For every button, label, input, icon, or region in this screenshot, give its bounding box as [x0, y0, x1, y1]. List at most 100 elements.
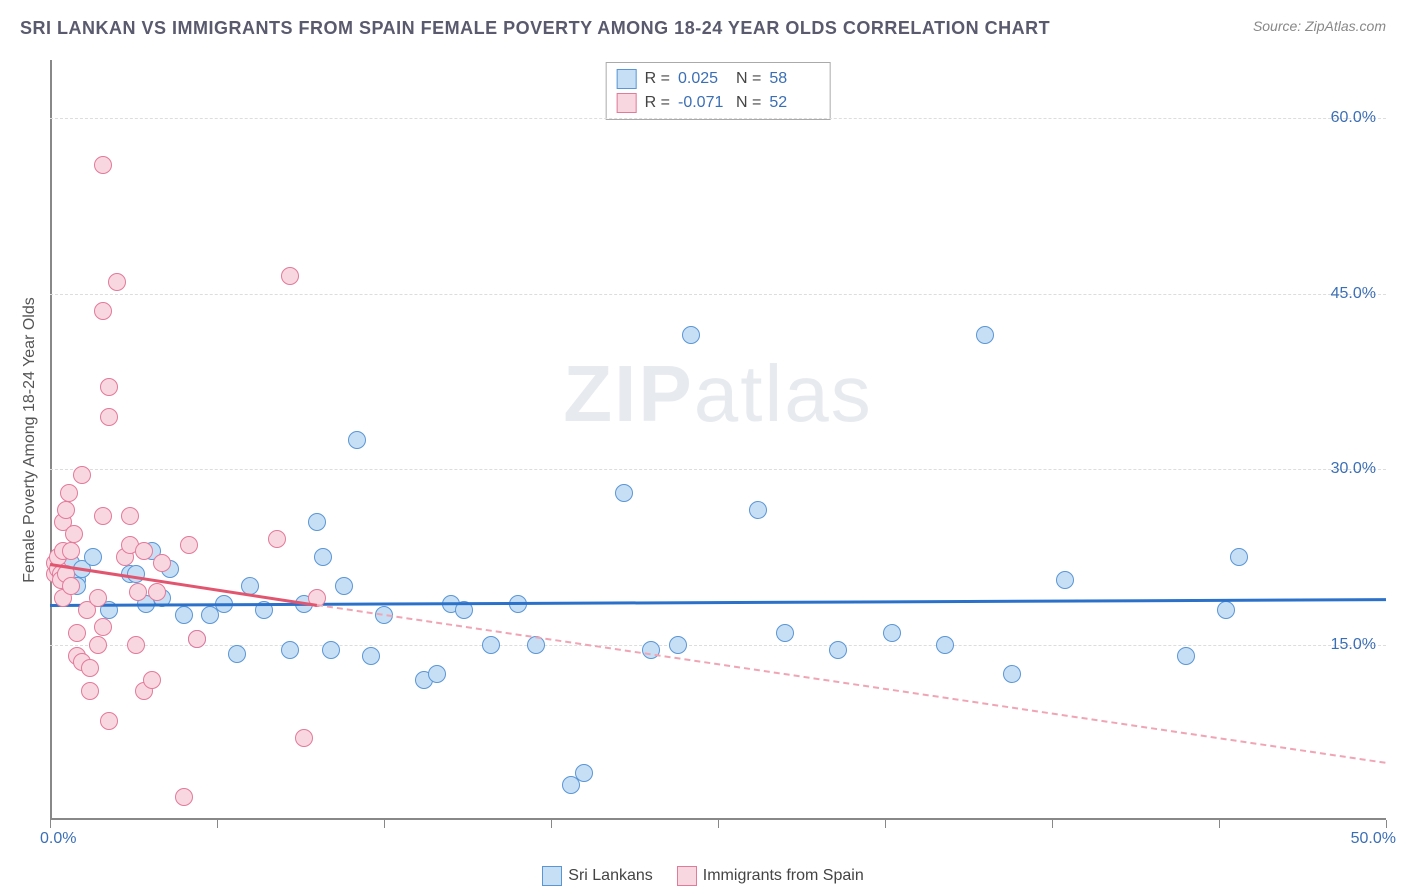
data-point [121, 507, 139, 525]
x-tick [718, 820, 719, 828]
trend-line [317, 604, 1386, 764]
bottom-legend: Sri Lankans Immigrants from Spain [0, 866, 1406, 886]
legend-swatch [542, 866, 562, 886]
plot-region: ZIPatlas R = 0.025 N = 58 R = -0.071 N = 52 15.… [50, 60, 1386, 820]
data-point [94, 507, 112, 525]
data-point [127, 636, 145, 654]
data-point [642, 641, 660, 659]
r-label: R = [645, 94, 670, 112]
legend-swatch [617, 93, 637, 113]
data-point [936, 636, 954, 654]
data-point [1003, 665, 1021, 683]
data-point [175, 788, 193, 806]
legend-swatch [617, 69, 637, 89]
n-label: N = [736, 94, 761, 112]
data-point [1056, 571, 1074, 589]
x-tick [885, 820, 886, 828]
data-point [669, 636, 687, 654]
chart-title: SRI LANKAN VS IMMIGRANTS FROM SPAIN FEMA… [20, 18, 1050, 39]
legend-item: Sri Lankans [542, 866, 653, 886]
data-point [94, 156, 112, 174]
data-point [81, 659, 99, 677]
x-axis-max-label: 50.0% [1351, 830, 1396, 848]
y-tick-label: 60.0% [1331, 109, 1376, 127]
data-point [62, 542, 80, 560]
data-point [73, 466, 91, 484]
data-point [362, 647, 380, 665]
data-point [575, 764, 593, 782]
y-axis-label: Female Poverty Among 18-24 Year Olds [21, 297, 39, 583]
legend-label: Immigrants from Spain [703, 867, 864, 885]
data-point [976, 326, 994, 344]
x-axis-min-label: 0.0% [40, 830, 76, 848]
x-tick [551, 820, 552, 828]
x-tick [1386, 820, 1387, 828]
data-point [148, 583, 166, 601]
data-point [682, 326, 700, 344]
data-point [135, 542, 153, 560]
x-tick [1052, 820, 1053, 828]
data-point [89, 636, 107, 654]
data-point [1230, 548, 1248, 566]
data-point [615, 484, 633, 502]
grid-line [50, 118, 1386, 119]
chart-area: Female Poverty Among 18-24 Year Olds ZIP… [50, 60, 1386, 820]
data-point [281, 267, 299, 285]
data-point [175, 606, 193, 624]
stats-row: R = -0.071 N = 52 [617, 91, 820, 115]
r-label: R = [645, 70, 670, 88]
r-value: 0.025 [678, 70, 728, 88]
stats-row: R = 0.025 N = 58 [617, 67, 820, 91]
data-point [883, 624, 901, 642]
legend-swatch [677, 866, 697, 886]
n-value: 52 [769, 94, 819, 112]
data-point [228, 645, 246, 663]
correlation-stats-box: R = 0.025 N = 58 R = -0.071 N = 52 [606, 62, 831, 120]
x-tick [217, 820, 218, 828]
trend-line [50, 598, 1386, 607]
x-tick [384, 820, 385, 828]
grid-line [50, 469, 1386, 470]
data-point [308, 513, 326, 531]
data-point [60, 484, 78, 502]
data-point [108, 273, 126, 291]
data-point [100, 378, 118, 396]
data-point [68, 624, 86, 642]
data-point [143, 671, 161, 689]
data-point [1217, 601, 1235, 619]
y-tick-label: 15.0% [1331, 636, 1376, 654]
data-point [295, 729, 313, 747]
data-point [428, 665, 446, 683]
data-point [268, 530, 286, 548]
data-point [348, 431, 366, 449]
watermark: ZIPatlas [563, 348, 872, 440]
data-point [89, 589, 107, 607]
data-point [94, 618, 112, 636]
y-axis [50, 60, 52, 820]
r-value: -0.071 [678, 94, 728, 112]
grid-line [50, 294, 1386, 295]
data-point [749, 501, 767, 519]
data-point [100, 712, 118, 730]
data-point [314, 548, 332, 566]
data-point [62, 577, 80, 595]
data-point [100, 408, 118, 426]
n-label: N = [736, 70, 761, 88]
y-tick-label: 30.0% [1331, 460, 1376, 478]
data-point [180, 536, 198, 554]
data-point [829, 641, 847, 659]
data-point [57, 501, 75, 519]
data-point [153, 554, 171, 572]
data-point [335, 577, 353, 595]
data-point [129, 583, 147, 601]
legend-item: Immigrants from Spain [677, 866, 864, 886]
data-point [482, 636, 500, 654]
data-point [281, 641, 299, 659]
x-tick [1219, 820, 1220, 828]
data-point [65, 525, 83, 543]
data-point [81, 682, 99, 700]
grid-line [50, 645, 1386, 646]
data-point [188, 630, 206, 648]
n-value: 58 [769, 70, 819, 88]
data-point [84, 548, 102, 566]
